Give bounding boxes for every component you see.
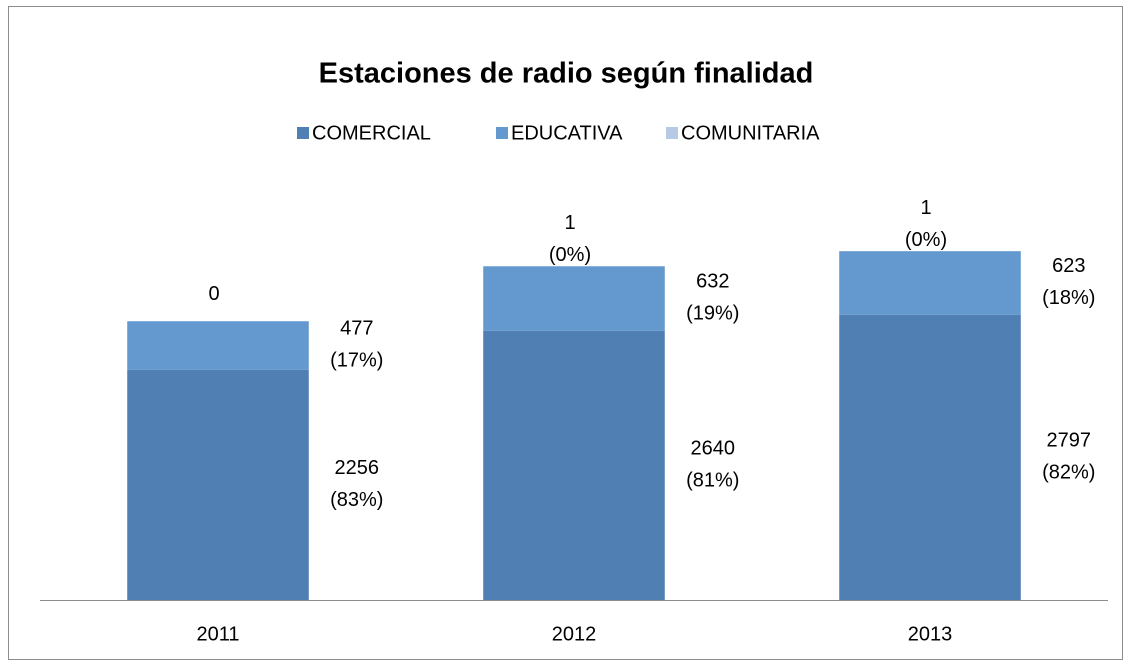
bar-segment [839,314,1021,600]
data-label: 1 (0%) [905,197,947,251]
chart-title: Estaciones de radio según finalidad [319,58,814,90]
legend-label: EDUCATIVA [511,122,623,144]
data-label: 623 (18%) [1042,255,1095,309]
data-label: 632 (19%) [686,271,739,325]
x-tick-label: 2011 [196,623,239,645]
legend-swatch [496,127,508,139]
bar-segment [483,266,665,331]
legend-swatch [666,127,678,139]
data-label: 2797 (82%) [1042,430,1095,484]
bar-segment [127,369,309,600]
legend-label: COMUNITARIA [681,122,820,144]
bar-segment [839,251,1021,315]
legend-label: COMERCIAL [312,122,431,144]
data-label: 2640 (81%) [686,438,739,492]
x-tick-label: 2012 [552,623,597,645]
bar-segment [483,330,665,600]
data-label: 1 (0%) [549,212,591,266]
data-label: 477 (17%) [330,318,383,372]
data-label: 0 [208,284,219,306]
x-tick-label: 2013 [908,623,953,645]
legend-swatch [297,127,309,139]
bar-segment [127,321,309,370]
data-label: 2256 (83%) [330,457,383,511]
